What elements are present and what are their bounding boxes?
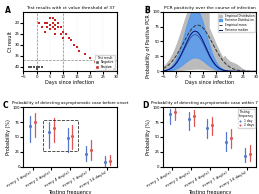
Point xyxy=(37,21,41,24)
Point xyxy=(88,56,92,60)
Point xyxy=(229,137,233,140)
Point xyxy=(27,65,31,68)
Y-axis label: Ct result: Ct result xyxy=(9,31,13,52)
Point xyxy=(51,17,55,20)
Text: D: D xyxy=(143,101,149,110)
Point xyxy=(51,26,55,29)
Text: C: C xyxy=(3,101,9,110)
Point xyxy=(59,32,63,35)
X-axis label: Days since infection: Days since infection xyxy=(45,80,95,85)
Point xyxy=(247,152,251,155)
Point xyxy=(173,110,177,113)
Point xyxy=(83,52,87,55)
Point xyxy=(29,65,33,68)
Point xyxy=(93,61,97,64)
Point xyxy=(205,126,210,130)
Text: A: A xyxy=(5,6,11,15)
Point xyxy=(48,28,52,31)
Point xyxy=(51,21,55,24)
Point xyxy=(187,118,191,121)
Point xyxy=(103,160,107,164)
Y-axis label: Probability of Positive PCR (%): Probability of Positive PCR (%) xyxy=(146,5,151,78)
Point xyxy=(106,65,111,68)
Y-axis label: Probability (%): Probability (%) xyxy=(6,119,11,155)
Legend: Empirical Distribution, Posterior Distribution, Empirical mean, Posterior median: Empirical Distribution, Posterior Distri… xyxy=(218,13,255,32)
Point xyxy=(109,65,113,68)
Y-axis label: Probability (%): Probability (%) xyxy=(146,119,151,155)
Point xyxy=(56,26,60,29)
Point xyxy=(84,152,88,155)
Point xyxy=(66,137,70,140)
Point xyxy=(75,45,79,48)
Point xyxy=(89,149,93,152)
Point xyxy=(28,125,32,128)
Point xyxy=(52,126,56,130)
Point xyxy=(61,37,65,40)
Point xyxy=(56,21,60,24)
Title: Probability of detecting asymptomatic case within 7 days: Probability of detecting asymptomatic ca… xyxy=(151,101,259,105)
Point xyxy=(243,155,247,158)
Point xyxy=(53,19,57,22)
Point xyxy=(45,21,49,24)
Point xyxy=(42,30,47,33)
Point xyxy=(32,65,36,68)
Point xyxy=(168,113,172,116)
Point xyxy=(34,68,39,71)
Point xyxy=(37,65,41,68)
Point xyxy=(69,39,73,42)
Point xyxy=(40,65,44,68)
Point xyxy=(70,134,74,137)
Bar xyxy=(43,120,78,151)
Point xyxy=(112,68,116,71)
Point xyxy=(104,68,108,71)
Point xyxy=(59,26,63,29)
Text: B: B xyxy=(145,6,150,15)
Point xyxy=(224,140,228,143)
Point xyxy=(53,23,57,26)
Title: PCR positivity over the course of infection: PCR positivity over the course of infect… xyxy=(164,6,256,10)
Legend: Negative, Positive: Negative, Positive xyxy=(95,55,115,70)
Point xyxy=(77,50,81,53)
Point xyxy=(48,17,52,20)
Point xyxy=(210,124,214,127)
Point xyxy=(33,120,37,124)
X-axis label: Testing frequency: Testing frequency xyxy=(188,191,232,194)
Title: Test results with ct value threshold of 37: Test results with ct value threshold of … xyxy=(26,6,114,10)
Point xyxy=(107,159,112,162)
X-axis label: Days since infection: Days since infection xyxy=(185,80,234,85)
Point xyxy=(64,32,68,35)
Point xyxy=(72,43,76,46)
Point xyxy=(67,37,71,40)
Point xyxy=(101,65,105,68)
Point xyxy=(47,131,51,134)
Point xyxy=(34,65,39,68)
Point xyxy=(53,32,57,35)
Point xyxy=(40,26,44,29)
Title: Probability of detecting asymptomatic case before onset: Probability of detecting asymptomatic ca… xyxy=(12,101,128,105)
Legend: 1 day, 2 days: 1 day, 2 days xyxy=(238,109,255,128)
Point xyxy=(191,114,196,118)
Point xyxy=(61,30,65,33)
Point xyxy=(45,26,49,29)
Point xyxy=(48,23,52,26)
Point xyxy=(53,28,57,31)
X-axis label: Testing frequency: Testing frequency xyxy=(48,191,92,194)
Point xyxy=(42,21,47,24)
